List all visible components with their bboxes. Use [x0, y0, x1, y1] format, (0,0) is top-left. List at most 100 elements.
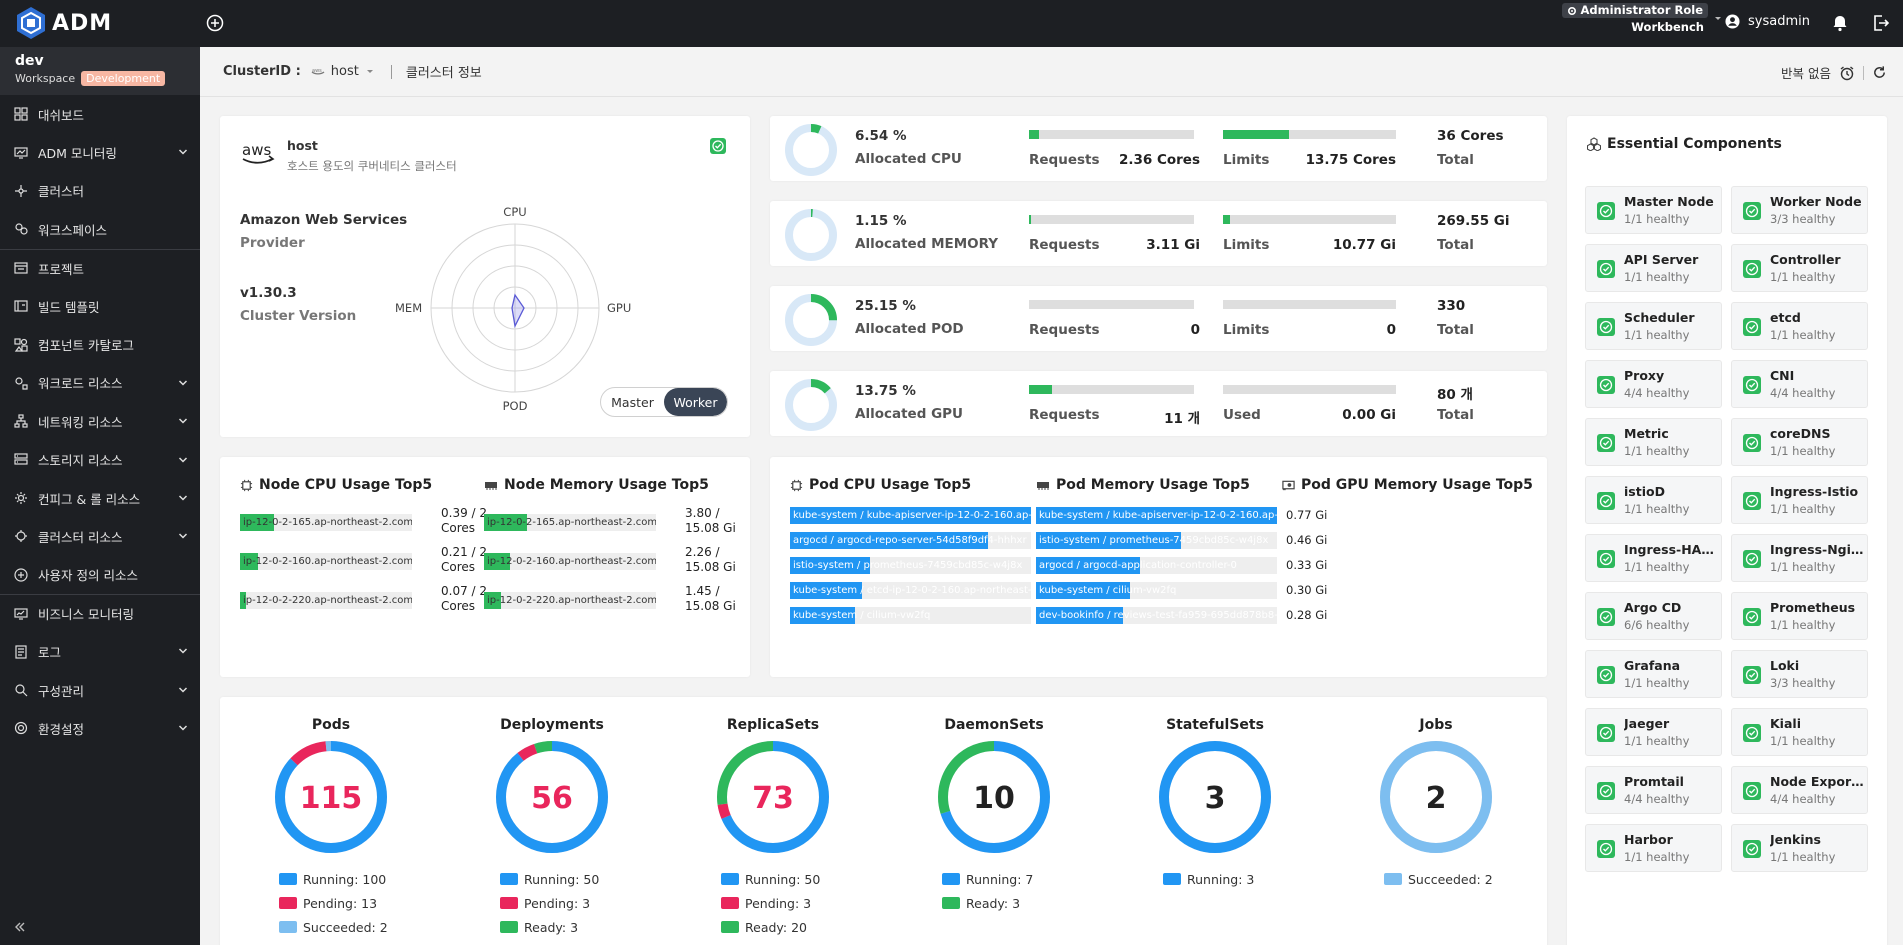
- sidebar-item-14[interactable]: 비즈니스 모니터링: [0, 594, 200, 632]
- component-card[interactable]: Ingress-Istio 1/1 healthy: [1731, 476, 1868, 524]
- legend-item[interactable]: Running: 50: [721, 867, 820, 891]
- cluster-select[interactable]: aws host: [311, 64, 375, 79]
- node-mem-bar-fill: [484, 553, 510, 570]
- component-card[interactable]: Worker Node 3/3 healthy: [1731, 186, 1868, 234]
- collapse-sidebar-icon[interactable]: [14, 921, 26, 933]
- component-card[interactable]: Node Exporter 4/4 healthy: [1731, 766, 1868, 814]
- sidebar-item-17[interactable]: 환경설정: [0, 709, 200, 747]
- component-card[interactable]: Grafana 1/1 healthy: [1585, 650, 1722, 698]
- legend-item[interactable]: Pending: 13: [279, 891, 388, 915]
- workspace-selector[interactable]: dev Workspace Development: [0, 47, 200, 95]
- role-selector[interactable]: Administrator Role Workbench: [1562, 3, 1708, 35]
- sidebar-item-8[interactable]: 워크로드 리소스: [0, 364, 200, 402]
- node-mem-bar[interactable]: ip-12-0-2-165.ap-northeast-2.compute.int…: [484, 514, 656, 531]
- legend-item[interactable]: Ready: 3: [942, 891, 1033, 915]
- component-card[interactable]: Promtail 4/4 healthy: [1585, 766, 1722, 814]
- component-card[interactable]: Proxy 4/4 healthy: [1585, 360, 1722, 408]
- pod-cpu-bar[interactable]: argocd / argocd-repo-server-54d58f9df4-h…: [790, 532, 1031, 549]
- pod-mem-bar[interactable]: kube-system / kube-apiserver-ip-12-0-2-1…: [1036, 507, 1277, 524]
- pod-cpu-bar[interactable]: kube-system / kube-apiserver-ip-12-0-2-1…: [790, 507, 1031, 524]
- pod-cpu-bar[interactable]: kube-system / etcd-ip-12-0-2-160.ap-nort…: [790, 582, 1031, 599]
- legend-item[interactable]: Running: 50: [500, 867, 599, 891]
- radar-label-cpu: CPU: [503, 205, 526, 219]
- pod-mem-bar[interactable]: dev-bookinfo / reviews-test-fa959-695dd8…: [1036, 607, 1277, 624]
- component-card[interactable]: Harbor 1/1 healthy: [1585, 824, 1722, 872]
- add-icon[interactable]: [205, 13, 225, 33]
- essential-components-card: Essential Components Master Node 1/1 heal…: [1567, 116, 1887, 945]
- component-card[interactable]: Jaeger 1/1 healthy: [1585, 708, 1722, 756]
- sidebar-item-7[interactable]: 컴포넌트 카탈로그: [0, 325, 200, 363]
- pod-cpu-bar[interactable]: kube-system / cilium-vw2fq: [790, 607, 1031, 624]
- sidebar-item-11[interactable]: 컨피그 & 롤 리소스: [0, 479, 200, 517]
- component-card[interactable]: Ingress-Nginx 1/1 healthy: [1731, 534, 1868, 582]
- check-icon: [1742, 549, 1762, 569]
- node-cpu-bar[interactable]: ip-12-0-2-160.ap-northeast-2.compute.int…: [240, 553, 412, 570]
- refresh-icon[interactable]: [1872, 65, 1887, 80]
- sidebar-item-15[interactable]: 로그: [0, 632, 200, 670]
- sidebar-item-5[interactable]: 프로젝트: [0, 248, 200, 287]
- sidebar-item-16[interactable]: 구성관리: [0, 671, 200, 709]
- sidebar-item-6[interactable]: 빌드 템플릿: [0, 287, 200, 325]
- node-mem-bar[interactable]: ip-12-0-2-220.ap-northeast-2.compute.int…: [484, 592, 656, 609]
- legend-item[interactable]: Running: 100: [279, 867, 388, 891]
- component-card[interactable]: API Server 1/1 healthy: [1585, 244, 1722, 292]
- total-value: 269.55 Gi: [1437, 213, 1510, 229]
- pod-mem-bar[interactable]: kube-system / cilium-vw2fq: [1036, 582, 1277, 599]
- node-type-toggle[interactable]: Master Worker: [600, 387, 728, 417]
- legend-item[interactable]: Running: 7: [942, 867, 1033, 891]
- legend-item[interactable]: Pending: 3: [500, 891, 599, 915]
- component-card[interactable]: Loki 3/3 healthy: [1731, 650, 1868, 698]
- component-card[interactable]: Scheduler 1/1 healthy: [1585, 302, 1722, 350]
- sidebar: dev Workspace Development 대쉬보드 ADM 모니터링 클러…: [0, 47, 200, 945]
- node-mem-bar[interactable]: ip-12-0-2-160.ap-northeast-2.compute.int…: [484, 553, 656, 570]
- component-card[interactable]: Kiali 1/1 healthy: [1731, 708, 1868, 756]
- sidebar-item-2[interactable]: ADM 모니터링: [0, 133, 200, 171]
- node-cpu-bar[interactable]: ip-12-0-2-165.ap-northeast-2.compute.int…: [240, 514, 412, 531]
- component-card[interactable]: Argo CD 6/6 healthy: [1585, 592, 1722, 640]
- sidebar-item-label: 컨피그 & 롤 리소스: [38, 491, 141, 507]
- legend-item[interactable]: Pending: 3: [721, 891, 820, 915]
- sidebar-item-9[interactable]: 네트워킹 리소스: [0, 402, 200, 440]
- toggle-worker[interactable]: Worker: [664, 388, 727, 416]
- legend-item[interactable]: Succeeded: 2: [1384, 867, 1493, 891]
- component-card[interactable]: istioD 1/1 healthy: [1585, 476, 1722, 524]
- user-menu[interactable]: sysadmin: [1725, 14, 1810, 29]
- total-label: Total: [1437, 152, 1474, 168]
- component-card[interactable]: coreDNS 1/1 healthy: [1731, 418, 1868, 466]
- sidebar-item-3[interactable]: 클러스터: [0, 172, 200, 210]
- sidebar-item-label: 네트워킹 리소스: [38, 414, 123, 430]
- sidebar-item-13[interactable]: 사용자 정의 리소스: [0, 556, 200, 594]
- bell-icon[interactable]: [1831, 14, 1849, 32]
- legend-item[interactable]: Succeeded: 2: [279, 915, 388, 939]
- chevron-down-icon[interactable]: [1713, 14, 1723, 24]
- component-card[interactable]: Prometheus 1/1 healthy: [1731, 592, 1868, 640]
- sidebar-item-12[interactable]: 클러스터 리소스: [0, 517, 200, 555]
- component-card[interactable]: etcd 1/1 healthy: [1731, 302, 1868, 350]
- component-card[interactable]: Master Node 1/1 healthy: [1585, 186, 1722, 234]
- component-card[interactable]: Controller 1/1 healthy: [1731, 244, 1868, 292]
- legend-item[interactable]: Running: 3: [1163, 867, 1254, 891]
- role-name: Administrator Role: [1580, 3, 1703, 17]
- logout-icon[interactable]: [1872, 14, 1890, 32]
- legend-item[interactable]: Ready: 20: [721, 915, 820, 939]
- app-logo[interactable]: ADM: [16, 6, 112, 40]
- pod-mem-bar[interactable]: argocd / argocd-application-controller-0: [1036, 557, 1277, 574]
- workload-title: DaemonSets: [944, 717, 1044, 733]
- pod-cpu-bar[interactable]: istio-system / prometheus-7459cbd85c-w4j…: [790, 557, 1031, 574]
- cluster-info-link[interactable]: 클러스터 정보: [405, 66, 482, 81]
- sidebar-item-1[interactable]: 대쉬보드: [0, 95, 200, 133]
- sidebar-item-10[interactable]: 스토리지 리소스: [0, 441, 200, 479]
- pod-mem-value: 0.33 Gi: [1286, 558, 1328, 572]
- sidebar-item-4[interactable]: 워크스페이스: [0, 210, 200, 248]
- pod-mem-bar[interactable]: istio-system / prometheus-7459cbd85c-w4j…: [1036, 532, 1277, 549]
- node-cpu-bar[interactable]: ip-12-0-2-220.ap-northeast-2.compute.int…: [240, 592, 412, 609]
- refresh-interval-label[interactable]: 반복 없음: [1781, 66, 1831, 81]
- total-label: Total: [1437, 407, 1474, 423]
- component-card[interactable]: CNI 4/4 healthy: [1731, 360, 1868, 408]
- component-card[interactable]: Metric 1/1 healthy: [1585, 418, 1722, 466]
- component-card[interactable]: Ingress-HAProxy 1/1 healthy: [1585, 534, 1722, 582]
- component-card[interactable]: Jenkins 1/1 healthy: [1731, 824, 1868, 872]
- alarm-clock-icon[interactable]: [1839, 65, 1855, 81]
- legend-item[interactable]: Ready: 3: [500, 915, 599, 939]
- toggle-master[interactable]: Master: [611, 394, 654, 410]
